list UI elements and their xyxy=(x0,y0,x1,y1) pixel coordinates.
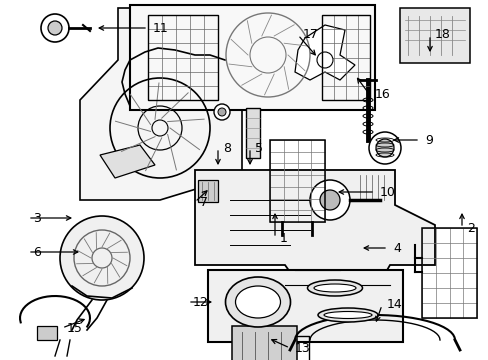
Bar xyxy=(130,5,374,110)
Circle shape xyxy=(60,216,143,300)
Circle shape xyxy=(214,104,229,120)
Circle shape xyxy=(319,190,339,210)
Bar xyxy=(148,15,218,100)
Text: 14: 14 xyxy=(386,298,402,311)
Ellipse shape xyxy=(235,286,280,318)
Text: 15: 15 xyxy=(67,321,82,334)
Polygon shape xyxy=(195,170,434,300)
Circle shape xyxy=(375,139,393,157)
Circle shape xyxy=(309,180,349,220)
Text: 10: 10 xyxy=(379,185,395,198)
Text: 7: 7 xyxy=(200,195,207,208)
Polygon shape xyxy=(80,8,242,200)
Text: 3: 3 xyxy=(33,211,41,225)
Bar xyxy=(321,15,369,100)
Bar xyxy=(269,140,325,222)
Text: 12: 12 xyxy=(193,296,208,309)
Ellipse shape xyxy=(313,284,355,292)
Ellipse shape xyxy=(225,277,290,327)
Text: 16: 16 xyxy=(374,89,390,102)
Bar xyxy=(207,270,402,342)
Bar xyxy=(421,228,476,318)
Circle shape xyxy=(48,21,62,35)
Bar xyxy=(37,326,57,340)
Text: 18: 18 xyxy=(434,28,450,41)
Text: 1: 1 xyxy=(280,231,287,244)
Bar xyxy=(399,8,469,63)
Polygon shape xyxy=(100,145,155,178)
Text: 6: 6 xyxy=(33,246,41,258)
Ellipse shape xyxy=(324,311,371,319)
Polygon shape xyxy=(294,25,354,80)
Text: 2: 2 xyxy=(466,221,474,234)
Bar xyxy=(245,108,260,158)
Bar xyxy=(198,180,218,202)
Text: 9: 9 xyxy=(424,134,432,147)
Text: 11: 11 xyxy=(153,22,168,35)
Circle shape xyxy=(41,14,69,42)
Circle shape xyxy=(316,52,332,68)
Bar xyxy=(231,326,296,360)
Circle shape xyxy=(218,108,225,116)
Text: 4: 4 xyxy=(392,242,400,255)
Ellipse shape xyxy=(317,308,377,322)
Text: 17: 17 xyxy=(303,28,318,41)
Text: 5: 5 xyxy=(254,141,263,154)
Text: 13: 13 xyxy=(294,342,310,355)
Circle shape xyxy=(368,132,400,164)
Ellipse shape xyxy=(307,280,362,296)
Text: 8: 8 xyxy=(223,141,230,154)
